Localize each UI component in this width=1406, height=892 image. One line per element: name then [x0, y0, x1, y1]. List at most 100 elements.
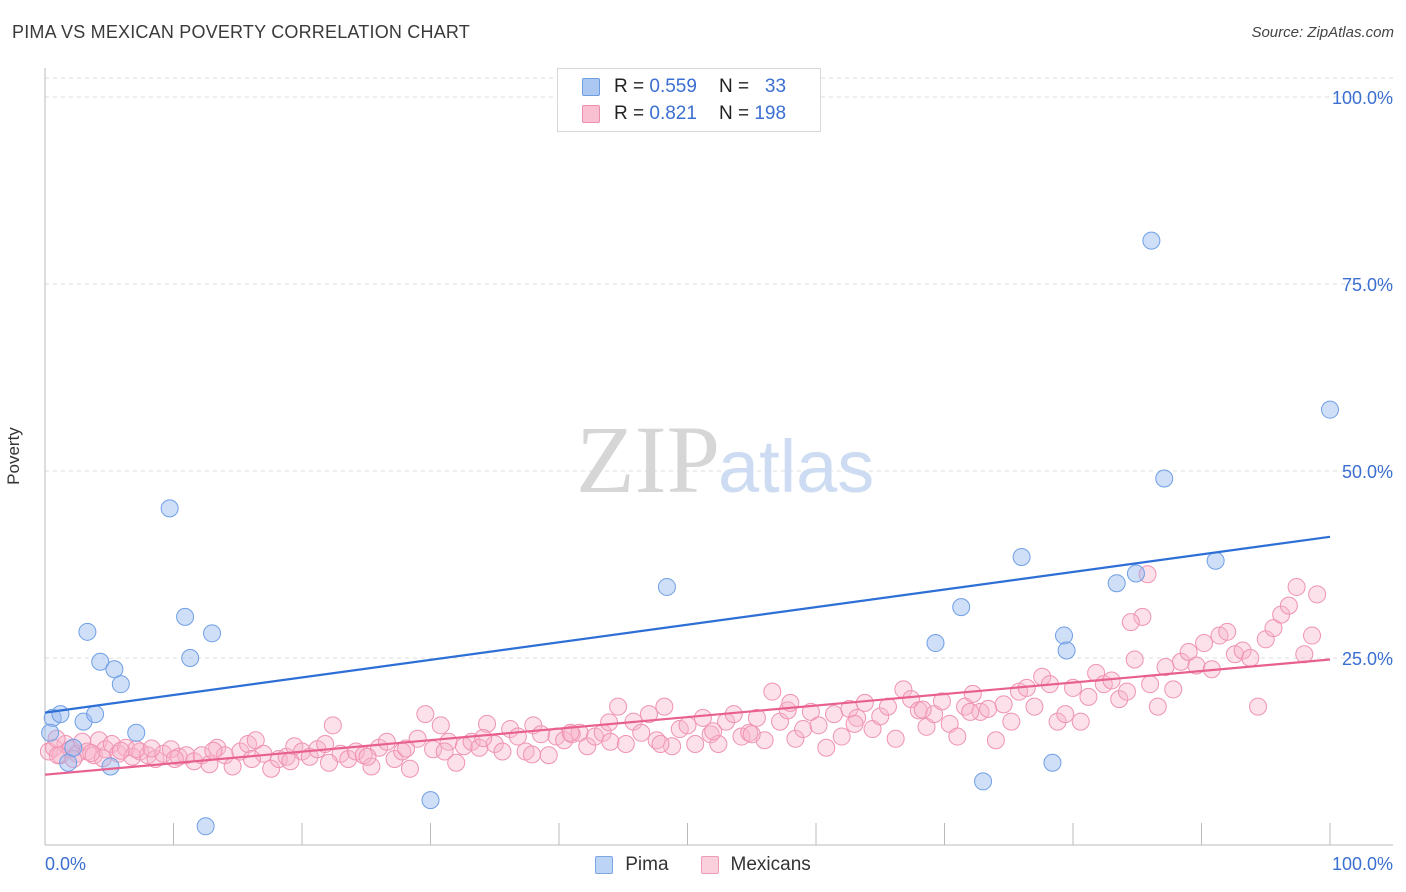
mexicans-point — [778, 701, 797, 720]
pima-point — [105, 660, 124, 679]
mexicans-point — [1002, 712, 1021, 731]
mexicans-point — [1233, 641, 1252, 660]
y-tick-label: 75.0% — [1342, 275, 1393, 295]
pima-points — [41, 231, 1339, 836]
mexicans-point — [1110, 690, 1129, 709]
mexicans-point — [323, 716, 342, 735]
mexicans-point — [1125, 650, 1144, 669]
mexicans-point — [385, 749, 404, 768]
mexicans-point — [794, 720, 813, 739]
n-value: 198 — [754, 103, 787, 124]
mexicans-point — [704, 722, 723, 741]
mexicans-swatch — [582, 105, 600, 123]
pima-point — [127, 723, 146, 742]
mexicans-point — [578, 737, 597, 756]
mexicans-point — [416, 705, 435, 724]
y-tick-label: 50.0% — [1342, 462, 1393, 482]
pima-trend-line — [44, 535, 1331, 714]
pima-point — [657, 577, 676, 596]
mexicans-point — [678, 716, 697, 735]
mexicans-point — [300, 747, 319, 766]
mexicans-point — [913, 700, 932, 719]
mexicans-point — [508, 727, 527, 746]
pima-point — [1107, 574, 1126, 593]
mexicans-points — [39, 565, 1327, 778]
mexicans-point — [562, 725, 581, 744]
legend-row-pima: R = 0.559 N = 33 — [582, 74, 786, 100]
watermark-atlas: atlas — [718, 425, 874, 508]
mexicans-point — [431, 716, 450, 735]
mexicans-point — [886, 729, 905, 748]
mexicans-point — [493, 742, 512, 761]
pima-point — [1126, 564, 1145, 583]
y-axis-label: Poverty — [4, 427, 23, 485]
pima-point — [41, 723, 60, 742]
pima-point — [1055, 626, 1074, 645]
mexicans-point — [961, 702, 980, 721]
pima-point — [196, 817, 215, 836]
mexicans-point — [979, 699, 998, 718]
tick-labels: 25.0% 50.0% 75.0% 100.0% 0.0% 100.0% — [45, 88, 1393, 874]
watermark-zip: ZIP — [576, 406, 720, 513]
mexicans-point — [1218, 622, 1237, 641]
mexicans-point — [82, 743, 101, 762]
legend-item-mexicans[interactable]: Mexicans — [700, 854, 811, 876]
mexicans-trend-line — [44, 658, 1331, 776]
r-label: R = — [614, 76, 645, 97]
pima-point — [1142, 231, 1161, 250]
mexicans-point — [986, 731, 1005, 750]
pima-point — [1321, 400, 1339, 419]
mexicans-point — [246, 731, 265, 750]
mexicans-point — [1264, 619, 1283, 638]
mexicans-point — [1195, 634, 1214, 653]
mexicans-point — [1048, 712, 1067, 731]
mexicans-point — [786, 729, 805, 748]
mexicans-point — [485, 735, 504, 754]
mexicans-point — [262, 759, 281, 778]
mexicans-point — [1279, 596, 1298, 615]
legend-item-pima[interactable]: Pima — [595, 854, 669, 876]
mexicans-point — [242, 749, 261, 768]
mexicans-point — [470, 738, 489, 757]
x-tick-label: 0.0% — [45, 854, 86, 874]
mexicans-point — [742, 725, 761, 744]
mexicans-point — [1241, 649, 1260, 667]
mexicans-point — [616, 735, 635, 754]
pima-point — [974, 772, 993, 791]
pima-point — [86, 705, 105, 724]
pima-point — [101, 757, 120, 776]
mexicans-point — [855, 693, 874, 712]
mexicans-point — [523, 745, 542, 764]
pima-point — [1057, 641, 1076, 660]
mexicans-point — [539, 746, 558, 765]
pima-point — [64, 738, 83, 757]
legend-row-mexicans: R = 0.821 N = 198 — [582, 101, 786, 127]
mexicans-point — [609, 697, 628, 716]
mexicans-point — [1164, 680, 1183, 699]
mexicans-point — [1272, 605, 1291, 624]
legend-label-pima: Pima — [625, 854, 669, 875]
pima-point — [51, 705, 70, 724]
mexicans-point — [1133, 607, 1152, 626]
mexicans-point — [693, 708, 712, 727]
mexicans-point — [686, 735, 705, 754]
mexicans-point — [397, 739, 416, 758]
mexicans-point — [1071, 712, 1090, 731]
mexicans-point — [447, 753, 466, 772]
mexicans-point — [532, 725, 551, 744]
n-value: 33 — [764, 76, 787, 97]
source-label: Source: ZipAtlas.com — [1251, 24, 1394, 41]
pima-point — [1043, 753, 1062, 772]
mexicans-point — [111, 741, 130, 760]
pima-point — [1012, 548, 1031, 567]
pima-swatch — [582, 78, 600, 96]
mexicans-point — [1249, 697, 1268, 716]
pima-point — [926, 634, 945, 653]
legend-label-mexicans: Mexicans — [730, 854, 811, 875]
mexicans-point — [801, 702, 820, 721]
mexicans-point — [377, 732, 396, 751]
pima-point — [111, 675, 130, 694]
mexicans-point — [932, 692, 951, 711]
x-tick-label: 100.0% — [1332, 854, 1393, 874]
mexicans-point — [358, 747, 377, 766]
